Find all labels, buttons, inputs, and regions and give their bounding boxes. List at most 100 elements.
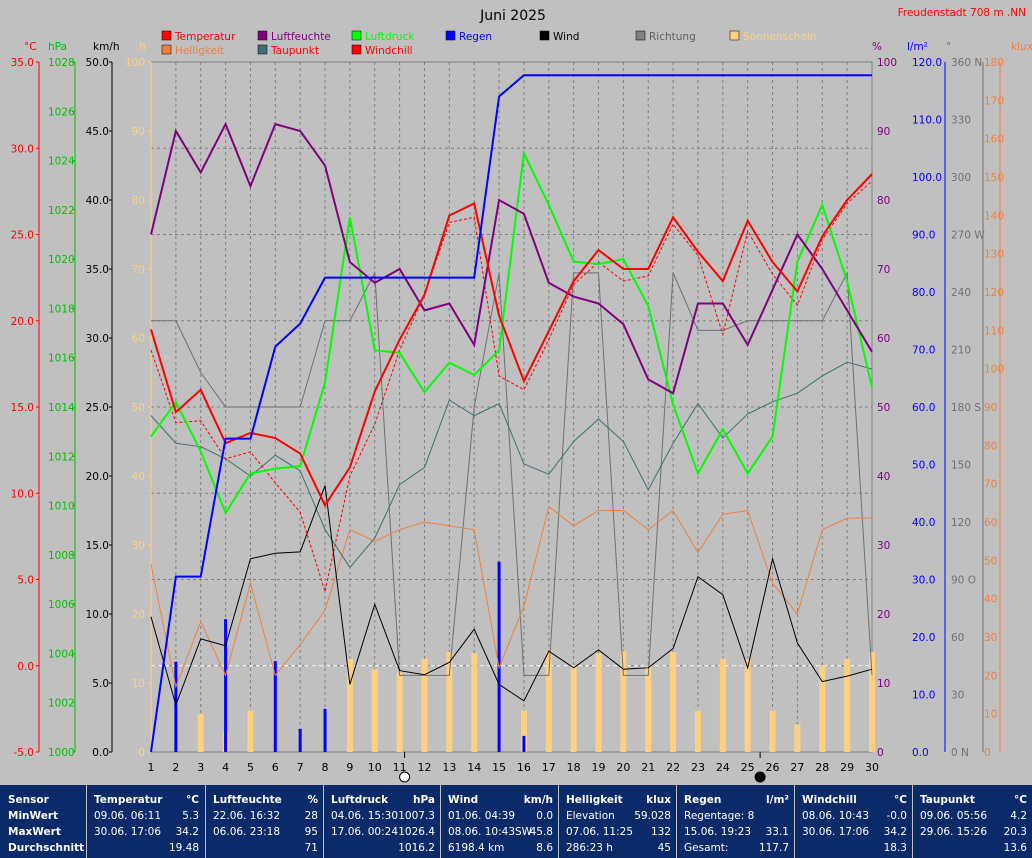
stats-luftfeuchte-header: Luftfeuchte (213, 794, 282, 806)
legend-swatch (351, 44, 362, 55)
rain-bar (323, 708, 327, 752)
x-tick-label: 25 (741, 761, 755, 774)
stats-regen-min-at: Regentage: 8 (684, 810, 755, 822)
series-helligkeit (150, 505, 872, 689)
x-tick-label: 29 (840, 761, 854, 774)
axis-tick-label: 180 (984, 57, 1004, 69)
sunshine-bar (197, 714, 204, 752)
stats-max-label: MaxWert (8, 826, 61, 838)
lines (150, 74, 873, 753)
axis-tick-label: 150 (951, 460, 971, 472)
rain-bar (224, 619, 228, 752)
axis-tick-label: 1016 (48, 353, 75, 365)
stats-luftdruck-header: Luftdruck (331, 794, 389, 806)
axis-tick-label: 30 (951, 690, 964, 702)
axis-tick-label: 35.0 (11, 57, 34, 69)
x-tick-label: 26 (766, 761, 780, 774)
stats-windchill-min-value: -0.0 (886, 810, 908, 822)
sunshine-bar (570, 665, 577, 752)
stats-luftdruck-max-value: 1026.4 (398, 826, 435, 838)
series-temperatur (150, 173, 873, 508)
axis-tick-label: 40 (984, 594, 997, 606)
axis-tick-label: 30.0 (11, 143, 34, 155)
x-tick-label: 2 (172, 761, 179, 774)
axis-tick-label: 25.0 (86, 402, 109, 414)
stats-wind: Wind km/h 01.06. 04:39 0.0 08.06. 10:43SW 45.… (440, 785, 559, 858)
axis-tick-label: 240 (951, 287, 971, 299)
axis-tick-label: 30.0 (912, 575, 935, 587)
axis-tick-label: 0.0 (17, 661, 34, 673)
stats-temperatur-min-value: 5.3 (182, 810, 199, 822)
axis-tick-label: 70 (877, 264, 890, 276)
x-tick-label: 23 (691, 761, 705, 774)
axis-tick-label: 10 (132, 678, 145, 690)
stats-windchill-max-at: 30.06. 17:06 (802, 826, 869, 838)
axis-tick-label: 1006 (48, 599, 75, 611)
stats-temperatur-unit: °C (186, 794, 199, 806)
axis-tick-label: 10 (877, 678, 890, 690)
axis-tick-label: 1002 (48, 698, 75, 710)
stats-wind-min-value: 0.0 (536, 810, 553, 822)
stats-luftfeuchte: Luftfeuchte% 22.06. 16:32 28 06.06. 23:18 95… (205, 785, 324, 858)
stats-luftdruck-max-at: 17.06. 00:24 (331, 826, 398, 838)
stats-windchill: Windchill °C 08.06. 10:43 -0.0 30.06. 17:06 3… (794, 785, 913, 858)
axis-unit-rain: l/m² (907, 41, 928, 53)
sunshine-bar (694, 710, 701, 752)
stats-windchill-header: Windchill (802, 794, 857, 806)
stats-wind-avg-value: 8.6 (536, 842, 553, 854)
axis-tick-label: 80.0 (912, 287, 935, 299)
x-tick-label: 15 (492, 761, 506, 774)
stats-helligkeit-avg-value: 45 (657, 842, 671, 854)
x-tick-label: 12 (417, 761, 431, 774)
axis-tick-label: 5.0 (92, 678, 109, 690)
stats-luftdruck-unit: hPa (413, 794, 435, 806)
series-taupunkt (150, 361, 873, 569)
axis-tick-label: 150 (984, 172, 1004, 184)
sunshine-bar (595, 653, 602, 752)
axis-tick-label: 90 (132, 126, 145, 138)
legend-swatch (257, 44, 268, 55)
axis-unit-direction: ° (946, 41, 951, 53)
axis-tick-label: 1028 (48, 57, 75, 69)
axis-tick-label: 40.0 (86, 195, 109, 207)
axis-tick-label: 70 (984, 479, 997, 491)
axis-tick-label: 270 W (951, 230, 985, 242)
x-tick-label: 17 (542, 761, 556, 774)
axis-tick-label: 80 (877, 195, 890, 207)
stats-luftdruck: Luftdruck hPa 04.06. 15:30 1007.3 17.06. 00:… (323, 785, 441, 858)
stats-wind-header: Wind (448, 794, 479, 806)
axis-tick-label: 0.0 (912, 747, 929, 759)
axis-tick-label: 1024 (48, 156, 75, 168)
axis-tick-label: 0 (877, 747, 884, 759)
x-tick-label: 20 (616, 761, 630, 774)
x-tick-label: 1 (148, 761, 155, 774)
legend-swatch (539, 30, 550, 41)
axis-tick-label: 45.0 (86, 126, 109, 138)
axis-tick-label: 30 (132, 540, 145, 552)
axis-tick-label: 15.0 (11, 402, 34, 414)
axis-unit-humidity: % (872, 41, 882, 53)
x-tick-label: 6 (272, 761, 279, 774)
stats-taupunkt-max-at: 29.06. 15:26 (920, 826, 987, 838)
axis-tick-label: 1022 (48, 205, 75, 217)
axis-tick-label: 50 (132, 402, 145, 414)
axis-tick-label: 100 (125, 57, 145, 69)
stats-windchill-min-at: 08.06. 10:43 (802, 810, 869, 822)
axis-unit-temp: °C (24, 41, 37, 53)
axis-tick-label: 1018 (48, 303, 75, 315)
stats-min-label: MinWert (8, 810, 59, 822)
stats-taupunkt-max-value: 20.3 (1003, 826, 1027, 838)
stats-windchill-unit: °C (894, 794, 907, 806)
series-regen (150, 74, 872, 753)
stats-helligkeit-max-value: 132 (650, 826, 671, 838)
stats-helligkeit-min-value: 59.028 (634, 810, 671, 822)
axis-tick-label: 100 (877, 57, 897, 69)
axis-tick-label: 120.0 (912, 57, 942, 69)
axis-tick-label: 80 (132, 195, 145, 207)
bars (174, 561, 875, 752)
rain-bar (522, 735, 526, 752)
axis-tick-label: 10.0 (86, 609, 109, 621)
stats-taupunkt-min-at: 09.06. 05:56 (920, 810, 987, 822)
x-tick-label: 24 (716, 761, 730, 774)
legend: Temperatur Helligkeit Luftfeuchte Taupunkt L… (161, 30, 816, 57)
